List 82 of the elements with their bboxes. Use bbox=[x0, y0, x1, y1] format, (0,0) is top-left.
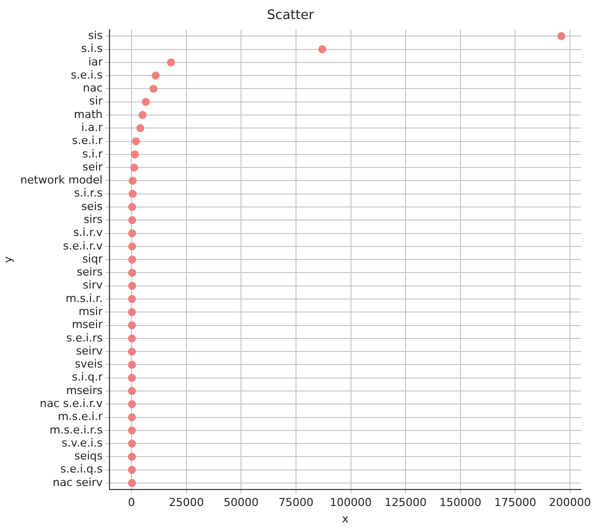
point bbox=[128, 334, 136, 342]
point bbox=[128, 203, 136, 212]
y-tick-label: sveis bbox=[74, 358, 103, 371]
point bbox=[138, 111, 147, 120]
y-tick-label: s.v.e.i.s bbox=[62, 436, 103, 450]
x-axis-title: x bbox=[342, 512, 350, 526]
y-tick-label: siqr bbox=[82, 252, 104, 266]
y-tick-label: mseirs bbox=[66, 384, 103, 397]
point bbox=[128, 466, 136, 474]
point bbox=[149, 84, 158, 93]
point bbox=[128, 400, 136, 408]
y-tick-label: s.i.r bbox=[82, 147, 104, 160]
y-tick-label: s.i.s bbox=[81, 42, 103, 56]
y-tick-label: m.s.e.i.r bbox=[58, 410, 104, 424]
point bbox=[128, 321, 136, 330]
point bbox=[128, 282, 136, 290]
point bbox=[318, 45, 326, 54]
y-tick-label: seiqs bbox=[74, 450, 103, 463]
y-tick-label: seis bbox=[81, 200, 103, 213]
y-tick-label: s.i.r.v bbox=[73, 226, 104, 240]
x-tick-label: 175000 bbox=[494, 496, 536, 510]
y-tick-label: m.s.i.r. bbox=[66, 292, 103, 305]
point bbox=[128, 256, 136, 264]
point bbox=[128, 479, 136, 488]
y-axis-title: y bbox=[1, 256, 14, 263]
point bbox=[128, 216, 136, 224]
point bbox=[128, 308, 136, 316]
chart-title: Scatter bbox=[267, 8, 315, 24]
x-tick-label: 200000 bbox=[549, 496, 592, 510]
point bbox=[128, 452, 136, 461]
y-tick-label: i.a.r bbox=[81, 121, 104, 134]
point bbox=[128, 360, 136, 369]
point bbox=[136, 124, 144, 132]
y-tick-label: nac bbox=[82, 82, 103, 95]
x-tick-label: 50000 bbox=[224, 496, 259, 510]
point bbox=[128, 348, 136, 356]
y-tick-label: msir bbox=[78, 305, 104, 318]
point bbox=[128, 426, 136, 434]
point bbox=[128, 190, 137, 198]
point bbox=[128, 413, 136, 422]
y-tick-label: math bbox=[74, 108, 103, 121]
point bbox=[128, 295, 136, 304]
y-tick-label: seirs bbox=[76, 266, 103, 279]
point bbox=[128, 268, 136, 277]
point bbox=[132, 137, 140, 146]
point bbox=[128, 387, 136, 396]
y-tick-label: s.e.i.r bbox=[72, 134, 104, 148]
y-tick-label: s.i.q.r bbox=[72, 370, 104, 384]
point bbox=[152, 72, 160, 80]
y-tick-label: network model bbox=[20, 174, 103, 187]
point bbox=[128, 229, 136, 238]
x-tick-label: 25000 bbox=[168, 496, 204, 510]
y-tick-label: sis bbox=[88, 29, 103, 42]
x-tick-label: 100000 bbox=[330, 496, 372, 510]
point bbox=[130, 150, 139, 158]
x-tick-label: 125000 bbox=[384, 496, 427, 510]
y-tick-label: s.e.i.r.v bbox=[63, 239, 104, 252]
y-tick-label: nac seirv bbox=[52, 476, 104, 489]
x-tick-label: 75000 bbox=[278, 496, 314, 510]
y-tick-label: sir bbox=[89, 94, 104, 108]
point bbox=[167, 58, 176, 66]
y-tick-label: m.s.e.i.r.s bbox=[50, 423, 103, 436]
y-tick-label: nac s.e.i.r.v bbox=[40, 397, 104, 410]
point bbox=[142, 98, 150, 106]
x-tick-label: 0 bbox=[128, 496, 136, 510]
x-tick-label: 150000 bbox=[439, 496, 482, 510]
y-tick-label: sirv bbox=[82, 278, 104, 292]
point bbox=[128, 440, 136, 448]
point bbox=[128, 242, 136, 250]
y-tick-label: s.e.i.s bbox=[70, 68, 103, 82]
y-tick-label: s.e.i.q.s bbox=[60, 462, 103, 476]
y-tick-label: iar bbox=[88, 55, 104, 68]
point bbox=[130, 164, 138, 172]
y-tick-label: mseir bbox=[72, 318, 104, 332]
point bbox=[128, 176, 137, 185]
y-tick-label: seirv bbox=[76, 344, 104, 358]
point bbox=[128, 374, 136, 382]
y-tick-label: seir bbox=[82, 160, 104, 174]
point bbox=[557, 32, 566, 40]
y-tick-label: s.e.i.rs bbox=[66, 331, 103, 344]
y-tick-label: s.i.r.s bbox=[74, 186, 103, 200]
y-tick-label: sirs bbox=[84, 213, 103, 226]
